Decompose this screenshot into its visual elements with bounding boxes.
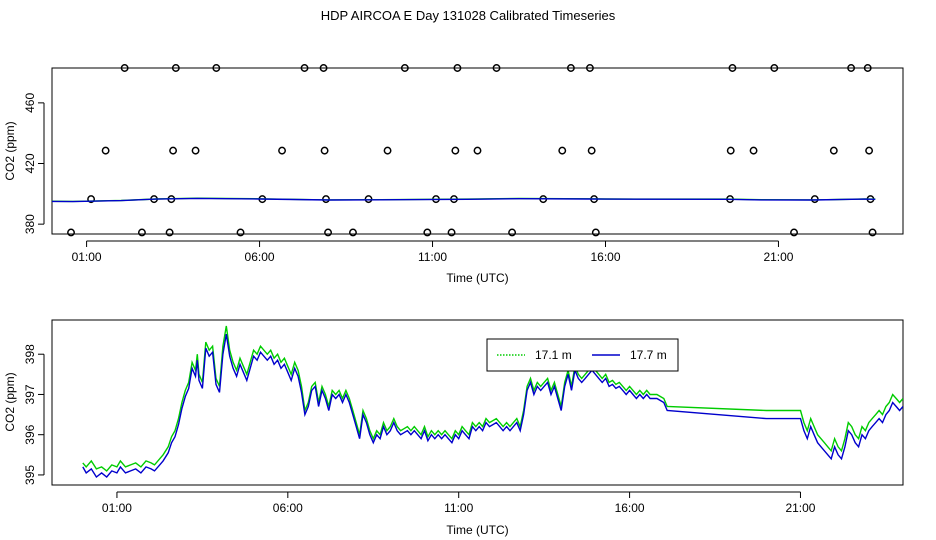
data-point-circle (101, 146, 110, 155)
data-point-circle (508, 228, 517, 237)
data-point-circle (770, 64, 779, 72)
data-point-circle (865, 146, 874, 155)
plot-frame (51, 319, 904, 486)
data-point-circle (473, 146, 482, 155)
x-axis-title: Time (UTC) (446, 523, 508, 537)
x-tick-label: 01:00 (102, 501, 132, 515)
data-point-circle (300, 64, 309, 72)
data-point-circle (585, 64, 594, 72)
data-point-circle (165, 228, 174, 237)
x-tick-label: 06:00 (245, 250, 275, 264)
data-point-circle (349, 228, 357, 237)
series-line-2 (52, 197, 876, 203)
data-point-circle (320, 146, 329, 155)
data-point-circle (191, 146, 200, 155)
data-point-circle (492, 64, 501, 72)
x-tick-label: 11:00 (418, 250, 447, 264)
y-tick-label: 460 (23, 93, 37, 113)
y-axis-title: CO2 (ppm) (3, 121, 17, 180)
data-point-circle (137, 228, 146, 237)
legend-label: 17.1 m (535, 348, 572, 362)
data-point-circle (120, 64, 129, 72)
plot-frame (51, 67, 904, 235)
legend: 17.1 m 17.7 m (486, 338, 679, 372)
x-tick-label: 16:00 (590, 250, 620, 264)
data-point-circle (451, 146, 460, 155)
y-tick-label: 397 (23, 384, 37, 404)
y-tick-label: 395 (23, 465, 37, 485)
x-tick-label: 11:00 (444, 501, 473, 515)
data-point-circle (558, 146, 567, 155)
panel-top-scatter: 01:00 06:00 11:00 16:00 21:00 Time (UTC) 380 42… (3, 64, 904, 285)
y-axis-title: CO2 (ppm) (3, 372, 17, 431)
plot-area (52, 64, 877, 237)
data-point-circle (383, 146, 392, 155)
legend-label: 17.7 m (630, 348, 667, 362)
data-point-circle (591, 228, 600, 237)
data-point-circle (67, 228, 75, 237)
data-point-circle (728, 64, 737, 72)
data-point-circle (236, 228, 245, 237)
x-tick-label: 21:00 (763, 250, 793, 264)
data-point-circle (847, 64, 856, 72)
data-point-circle (400, 64, 409, 72)
data-point-circle (790, 228, 798, 237)
data-point-circle (171, 64, 180, 72)
data-point-circle (726, 146, 735, 155)
x-tick-label: 06:00 (273, 501, 303, 515)
x-tick-label: 21:00 (785, 501, 815, 515)
x-tick-label: 16:00 (615, 501, 645, 515)
data-point-circle (566, 64, 575, 72)
data-point-circle (447, 228, 456, 237)
x-axis-title: Time (UTC) (446, 271, 508, 285)
data-point-circle (749, 146, 758, 155)
y-tick-label: 398 (23, 344, 37, 364)
y-tick-label: 380 (23, 214, 37, 234)
panel-bottom-lines: 01:00 06:00 11:00 16:00 21:00 Time (UTC) 395 39… (3, 319, 904, 537)
data-point-circle (87, 195, 96, 204)
data-point-circle (324, 228, 333, 237)
data-point-circle (829, 146, 838, 155)
data-point-circle (169, 146, 178, 155)
data-point-circle (453, 64, 462, 72)
chart-title: HDP AIRCOA E Day 131028 Calibrated Times… (320, 8, 616, 23)
data-point-circle (863, 64, 872, 72)
series-line-17-7-m (82, 333, 903, 479)
plot-area (82, 325, 903, 479)
data-point-circle (868, 228, 877, 237)
x-tick-label: 01:00 (72, 250, 102, 264)
data-point-circle (319, 64, 328, 72)
data-point-circle (587, 146, 596, 155)
data-point-circle (278, 146, 286, 155)
data-point-circle (212, 64, 221, 72)
data-point-circle (423, 228, 432, 237)
y-tick-label: 420 (23, 153, 37, 173)
y-tick-label: 396 (23, 424, 37, 444)
